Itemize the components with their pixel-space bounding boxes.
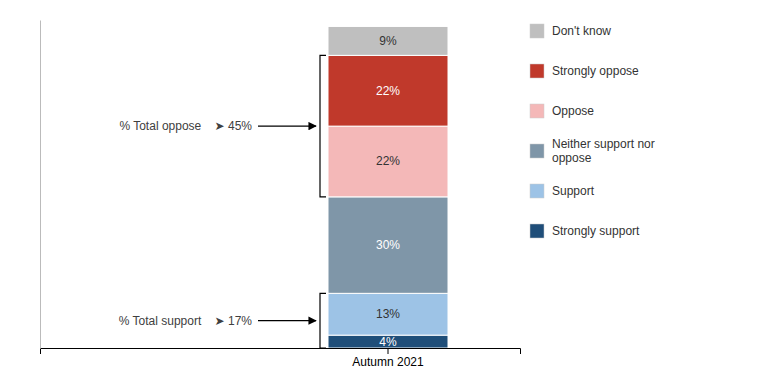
bar-segment (328, 26, 448, 55)
legend-item: Oppose (530, 104, 594, 118)
y-axis (40, 21, 41, 349)
bars (328, 26, 448, 348)
data-label: 22% (376, 154, 400, 168)
annotation-arrow (258, 126, 316, 127)
legend-swatch (530, 184, 544, 198)
bar-segment (328, 55, 448, 126)
annotation-arrow (258, 320, 316, 321)
chart: 4% 13% 30% 22% 22% 9% Autumn 2021 % Total oppos… (0, 0, 780, 388)
annotations: % Total oppose ➤ 45% % Total support ➤ 17… (119, 55, 326, 348)
legend-label: Strongly support (552, 224, 640, 238)
legend-label: Neither support noroppose (552, 137, 655, 165)
annotation: % Total support ➤ 17% (119, 314, 253, 328)
legend-swatch (530, 224, 544, 238)
bar-segment (328, 197, 448, 293)
legend-label: Strongly oppose (552, 64, 639, 78)
legend-item: Strongly oppose (530, 64, 639, 78)
legend-swatch (530, 144, 544, 158)
bracket (320, 55, 326, 196)
bar-segment (328, 335, 448, 348)
data-labels: 4% 13% 30% 22% 22% 9% (376, 34, 400, 349)
data-label: 4% (379, 335, 397, 349)
x-tick: Autumn 2021 (352, 348, 424, 369)
x-axis: Autumn 2021 (41, 348, 521, 369)
legend-label: Don't know (552, 24, 611, 38)
legend: Don't know Strongly oppose Oppose Neither s… (530, 24, 655, 238)
bar-segment (328, 126, 448, 197)
data-label: 22% (376, 84, 400, 98)
legend-label: Oppose (552, 104, 594, 118)
data-label: 30% (376, 238, 400, 252)
legend-label: Support (552, 184, 595, 198)
legend-item: Support (530, 184, 595, 198)
data-label: 13% (376, 307, 400, 321)
legend-swatch (530, 64, 544, 78)
legend-swatch (530, 24, 544, 38)
legend-item: Neither support noroppose (530, 137, 655, 165)
legend-item: Strongly support (530, 224, 640, 238)
y-axis-line (40, 21, 41, 349)
bracket (320, 293, 326, 348)
x-axis-line (41, 349, 521, 355)
bar-segment (328, 293, 448, 335)
x-tick-mark (388, 348, 389, 354)
x-tick-label: Autumn 2021 (352, 355, 424, 369)
legend-item: Don't know (530, 24, 611, 38)
annotation: % Total oppose ➤ 45% (119, 119, 252, 133)
legend-swatch (530, 104, 544, 118)
data-label: 9% (379, 34, 397, 48)
